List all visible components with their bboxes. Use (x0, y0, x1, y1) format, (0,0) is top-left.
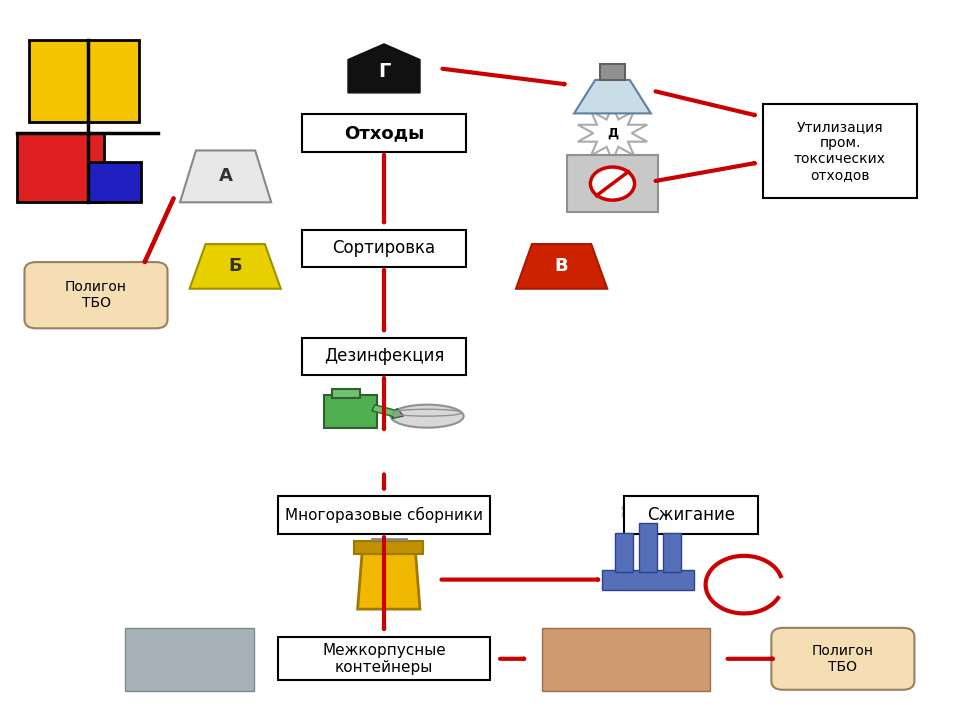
Text: Отходы: Отходы (344, 124, 424, 143)
Circle shape (590, 167, 635, 200)
Text: Межкорпусные
контейнеры: Межкорпусные контейнеры (323, 642, 445, 675)
Circle shape (646, 503, 661, 514)
Ellipse shape (391, 405, 464, 428)
Bar (615, 533, 633, 572)
FancyBboxPatch shape (25, 262, 167, 328)
Text: В: В (555, 257, 568, 275)
Bar (354, 541, 423, 554)
Circle shape (670, 503, 685, 514)
Text: Сжигание: Сжигание (647, 505, 735, 524)
FancyBboxPatch shape (302, 230, 466, 267)
Polygon shape (348, 44, 420, 93)
Text: Г: Г (378, 62, 390, 81)
FancyBboxPatch shape (324, 395, 377, 428)
Circle shape (646, 509, 661, 521)
Text: Д: Д (607, 127, 618, 140)
Circle shape (670, 509, 685, 521)
FancyBboxPatch shape (302, 114, 466, 152)
FancyBboxPatch shape (772, 628, 914, 690)
Text: Утилизация
пром.
токсических
отходов: Утилизация пром. токсических отходов (794, 120, 886, 182)
Polygon shape (574, 80, 651, 113)
Polygon shape (190, 244, 280, 289)
Bar (600, 64, 625, 80)
Polygon shape (357, 550, 420, 609)
Bar (602, 570, 694, 590)
Bar (17, 133, 104, 202)
Circle shape (622, 503, 637, 514)
Text: Сортировка: Сортировка (332, 239, 436, 257)
Text: Б: Б (228, 257, 242, 275)
Polygon shape (180, 150, 271, 202)
FancyBboxPatch shape (566, 155, 659, 212)
Bar (29, 40, 139, 122)
Polygon shape (516, 244, 607, 289)
Bar (663, 533, 681, 572)
Text: Полигон
ТБО: Полигон ТБО (65, 280, 127, 310)
Text: Многоразовые сборники: Многоразовые сборники (285, 507, 483, 523)
Bar (639, 523, 657, 572)
Polygon shape (578, 106, 647, 161)
FancyBboxPatch shape (763, 104, 917, 198)
FancyBboxPatch shape (278, 496, 490, 534)
Text: Полигон
ТБО: Полигон ТБО (812, 644, 874, 674)
FancyBboxPatch shape (278, 637, 490, 680)
FancyBboxPatch shape (542, 628, 710, 691)
FancyBboxPatch shape (125, 628, 254, 691)
Bar (88, 162, 141, 202)
FancyBboxPatch shape (624, 496, 758, 534)
FancyArrow shape (372, 405, 403, 418)
FancyBboxPatch shape (302, 338, 466, 375)
Text: Дезинфекция: Дезинфекция (324, 347, 444, 365)
Bar (332, 389, 360, 398)
Text: А: А (219, 167, 232, 185)
Circle shape (622, 509, 637, 521)
